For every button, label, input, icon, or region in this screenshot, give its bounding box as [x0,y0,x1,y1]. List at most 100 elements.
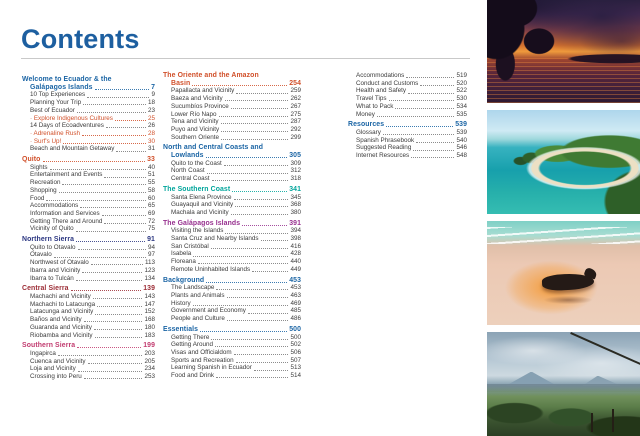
toc-entry-page: 485 [290,307,301,315]
toc-entry: Puyo and Vicinity 292 [171,125,301,133]
toc-entry: Getting There and Around 72 [30,217,155,225]
toc-entry: Loja and Vicinity 234 [30,365,155,373]
toc-entry-page: 368 [290,201,301,209]
toc-entry: Cuenca and Vicinity 205 [30,357,155,365]
toc-entry: Quito to Otavalo 94 [30,243,155,251]
toc-entry: Riobamba and Vicinity 183 [30,331,155,339]
toc-entry: Ingapirca 203 [30,349,155,357]
toc-section: The Galápagos Islands 391 Visiting the Isl… [163,220,301,274]
toc-entry-page: 183 [144,331,155,339]
photo-andes-volcano-landscape [487,332,640,436]
toc-entry-page: 530 [456,95,467,103]
toc-entry: Money 535 [356,110,467,118]
toc-entry: Food 60 [30,194,155,202]
toc-entry: North Coast 312 [171,167,301,175]
toc-entry-page: 299 [290,133,301,141]
toc-entry: San Cristóbal 416 [171,242,301,250]
toc-entry: Latacunga and Vicinity 152 [30,308,155,316]
toc-section: Background 453 The Landscape 453 Plants and … [163,277,301,323]
toc-entry-page: 55 [147,179,155,187]
toc-entry-page: 113 [144,259,155,267]
toc-column-3: Accommodations 519 Conduct and Customs 520 H… [348,72,467,160]
toc-entry-page: 292 [290,125,301,133]
toc-entry-page: 449 [290,265,301,273]
toc-section-page: 139 [143,285,155,293]
toc-entry-page: 345 [290,193,301,201]
toc-section-title: Background 453 [163,276,301,284]
toc-entry-page: 275 [290,110,301,118]
toc-entry-page: 309 [290,159,301,167]
toc-entry: The Landscape 453 [171,284,301,292]
photo-layer-reflection [532,293,604,307]
toc-entry-page: 69 [147,209,155,217]
toc-entry-page: 453 [290,284,301,292]
toc-entry: Suggested Reading 546 [356,144,467,152]
toc-entry: Food and Drink 514 [171,372,301,380]
toc-entry-page: 287 [290,118,301,126]
toc-entry: Getting Around 502 [171,341,301,349]
toc-column-2: The Oriente and the Amazon Basin 254 Papall… [163,72,301,380]
toc-entry: Isabela 428 [171,250,301,258]
toc-entry: Lower Río Napo 275 [171,110,301,118]
toc-section-page: 7 [151,83,155,91]
toc-entry-page: 259 [290,87,301,95]
photo-layer-foreground-trees [487,332,640,436]
toc-section-page: 341 [289,185,301,193]
toc-entry-page: 134 [144,274,155,282]
fence-post [612,408,615,432]
toc-entry: Machala and Vicinity 380 [171,208,301,216]
toc-entry-page: 23 [147,106,155,114]
toc-entry-page: 143 [144,292,155,300]
toc-section: The Oriente and the Amazon Basin 254 Papall… [163,72,301,141]
toc-entry: Internet Resources 548 [356,152,467,160]
toc-section-title: Welcome to Ecuador & the [22,76,112,83]
toc-section: Welcome to Ecuador & the Galápagos Island… [22,76,155,153]
toc-entry-page: 500 [290,333,301,341]
toc-entry: Floreana 440 [171,258,301,266]
toc-entry: Learning Spanish in Ecuador 513 [171,364,301,372]
toc-entry: 14 Days of Ecoadventures 26 [30,122,155,130]
toc-entry-page: 72 [147,217,155,225]
toc-entry: Getting There 500 [171,333,301,341]
toc-entry: Visiting the Islands 394 [171,227,301,235]
toc-section: Quito 33 Sights 40 Entertainment and Events 5… [22,156,155,233]
toc-entry-page: 75 [147,225,155,233]
toc-entry: Santa Cruz and Nearby Islands 398 [171,235,301,243]
toc-section-title: Central Sierra 139 [22,285,155,293]
toc-entry-page: 40 [147,163,155,171]
toc-entry: Sights 40 [30,163,155,171]
toc-entry-page: 28 [147,129,155,137]
toc-section-page: 539 [455,121,467,129]
toc-entry-page: 514 [290,372,301,380]
photo-turquoise-beach-cove [487,110,640,214]
toc-entry: Papallacta and Vicinity 259 [171,87,301,95]
toc-section-page: 305 [289,152,301,160]
toc-entry: Visas and Officialdom 506 [171,348,301,356]
toc-entry-page: 203 [144,349,155,357]
toc-entry-page: 507 [290,356,301,364]
toc-entry-page: 546 [456,144,467,152]
toc-section-page: 199 [143,342,155,350]
photo-layer-surf-foam [487,227,640,244]
toc-entry-page: 318 [290,175,301,183]
toc-entry: Guaranda and Vicinity 180 [30,323,155,331]
toc-entry-page: 97 [147,251,155,259]
toc-section: Southern Sierra 199 Ingapirca 203 Cuenca and… [22,342,155,381]
toc-entry: Sports and Recreation 507 [171,356,301,364]
toc-entry-page: 253 [144,373,155,381]
toc-section-page: 33 [147,156,155,164]
toc-entry-page: 519 [456,72,467,79]
toc-section-title: The Southern Coast 341 [163,185,301,193]
toc-section-title: Essentials 500 [163,325,301,333]
toc-section: North and Central Coasts and Lowlands 305 Q… [163,144,301,183]
toc-section-page: 254 [289,79,301,87]
toc-entry: Vicinity of Quito 75 [30,225,155,233]
toc-entry-page: 428 [290,250,301,258]
toc-entry: Recreation 55 [30,179,155,187]
toc-entry: · Adrenaline Rush 28 [30,129,155,137]
toc-entry-page: 416 [290,242,301,250]
toc-entry-page: 486 [290,315,301,323]
toc-entry: Machachi and Vicinity 143 [30,292,155,300]
toc-entry: Accommodations 519 [356,72,467,79]
toc-entry-page: 51 [147,171,155,179]
